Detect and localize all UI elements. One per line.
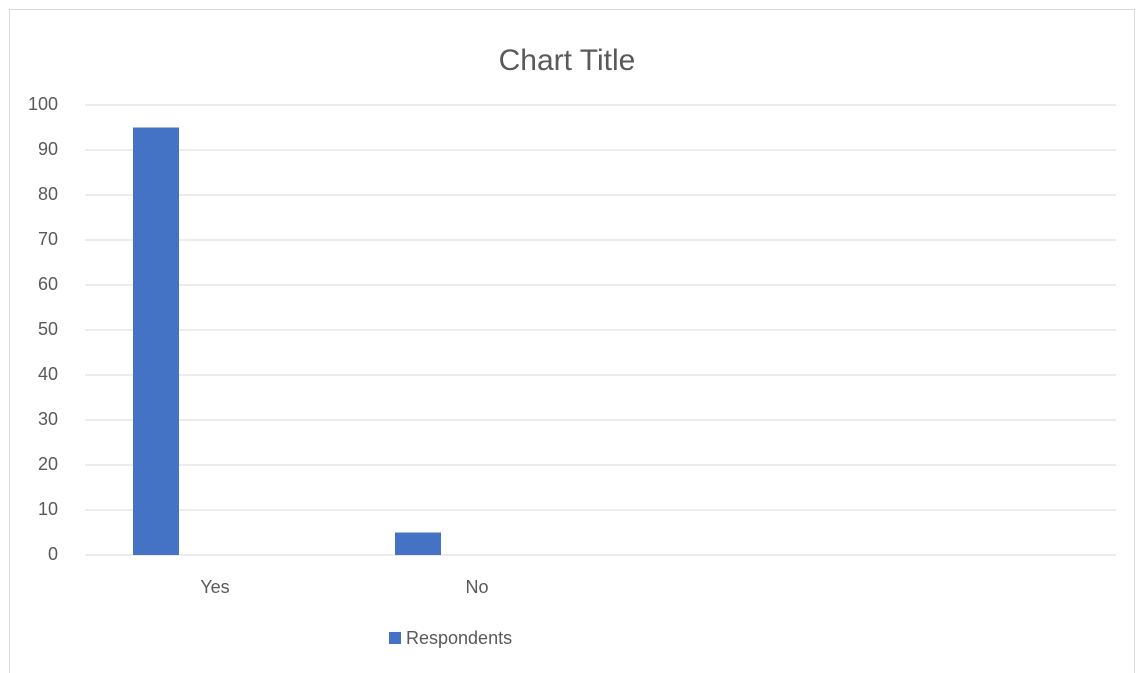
chart-title: Chart Title bbox=[499, 44, 636, 77]
y-tick-label: 30 bbox=[38, 409, 58, 429]
y-tick-label: 60 bbox=[38, 274, 58, 294]
bar-yes bbox=[133, 127, 179, 555]
y-tick-label: 20 bbox=[38, 454, 58, 474]
y-tick-label: 10 bbox=[38, 499, 58, 519]
y-tick-label: 80 bbox=[38, 184, 58, 204]
bar-no bbox=[395, 532, 441, 555]
y-tick-label: 50 bbox=[38, 319, 58, 339]
bars bbox=[133, 127, 441, 555]
legend: Respondents bbox=[389, 628, 512, 648]
chart-frame bbox=[9, 9, 1135, 673]
y-tick-label: 70 bbox=[38, 229, 58, 249]
gridlines bbox=[85, 104, 1116, 556]
x-category-label: No bbox=[465, 577, 488, 597]
y-tick-label: 40 bbox=[38, 364, 58, 384]
x-axis-category-labels: Yes No bbox=[200, 577, 488, 597]
legend-swatch bbox=[389, 632, 401, 644]
legend-label: Respondents bbox=[406, 628, 512, 648]
y-tick-label: 100 bbox=[28, 94, 58, 114]
x-category-label: Yes bbox=[200, 577, 229, 597]
y-tick-label: 90 bbox=[38, 139, 58, 159]
y-tick-label: 0 bbox=[48, 544, 58, 564]
y-axis-tick-labels: 0 10 20 30 40 50 60 70 80 90 100 bbox=[28, 94, 58, 564]
